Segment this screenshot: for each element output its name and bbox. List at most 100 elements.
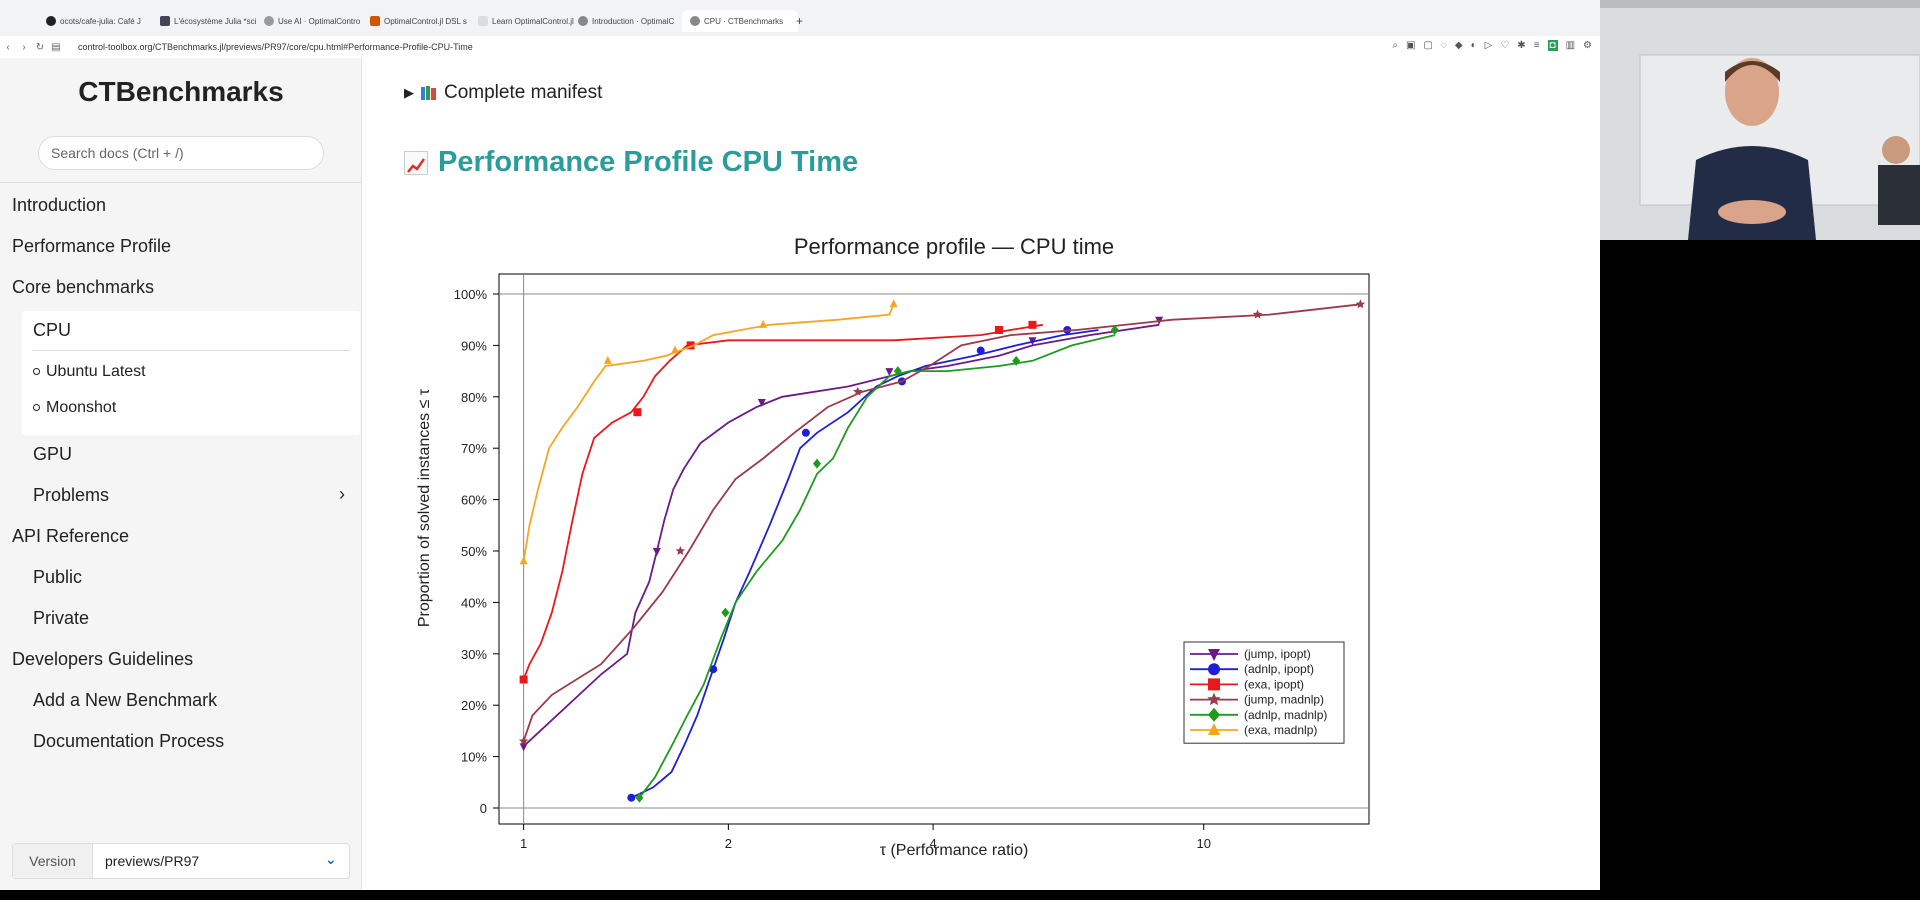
sidebar-item-ubuntu-latest[interactable]: Ubuntu Latest <box>33 363 146 381</box>
series-3 <box>518 299 1366 746</box>
data-point <box>519 743 528 752</box>
extension-icon[interactable]: ◆ <box>1454 40 1463 51</box>
new-tab-button[interactable]: + <box>796 10 810 32</box>
sidebar-item-add-benchmark[interactable]: Add a New Benchmark <box>33 690 218 710</box>
legend-box <box>1183 641 1345 744</box>
data-point <box>1028 320 1037 329</box>
divider <box>0 182 362 183</box>
site-title[interactable]: CTBenchmarks <box>78 76 284 107</box>
screen: ocots/cafe-julia: Café J L'écosystème Ju… <box>0 0 1600 890</box>
tab-label: Learn OptimalControl.jl <box>492 16 574 26</box>
legend-marker <box>1208 663 1220 676</box>
data-point <box>1012 355 1021 366</box>
data-point <box>1355 299 1366 309</box>
bookmark-icon[interactable]: ♡ <box>1500 40 1510 51</box>
sidebar-item-documentation-process[interactable]: Documentation Process <box>33 731 225 751</box>
reload-icon[interactable]: ↻ <box>35 41 45 53</box>
data-point <box>1110 324 1119 335</box>
version-selector[interactable]: Version previews/PR97 ⌄ <box>12 843 350 879</box>
sidebar-item-public[interactable]: Public <box>33 567 83 587</box>
sidebar-icon[interactable]: ▥ <box>1565 40 1576 51</box>
y-tick-label: 100% <box>454 287 488 302</box>
site-icon <box>690 16 700 26</box>
data-point <box>519 675 528 684</box>
data-point <box>671 345 680 354</box>
data-point <box>603 355 612 364</box>
data-point <box>519 556 528 565</box>
sidebar-item-gpu[interactable]: GPU <box>33 444 73 464</box>
sidebar-item-private[interactable]: Private <box>33 608 90 628</box>
extension-icon[interactable]: ✱ <box>1517 40 1526 51</box>
lock-icon[interactable]: ▤ <box>51 41 61 53</box>
extension-icon[interactable]: ◐ <box>1470 40 1477 51</box>
x-tick-label: 1 <box>520 836 527 851</box>
series-5 <box>519 299 898 565</box>
sidebar-item-api-reference[interactable]: API Reference <box>12 526 130 546</box>
data-point <box>518 736 529 746</box>
sidebar-item-developers-guidelines[interactable]: Developers Guidelines <box>12 649 194 669</box>
section-heading-text: Performance Profile CPU Time <box>438 146 859 178</box>
settings-icon[interactable]: ⚙ <box>1583 40 1592 51</box>
tab-label: L'écosystème Julia *sci <box>174 16 257 26</box>
data-point <box>757 398 766 407</box>
legend-label: (exa, madnlp) <box>1244 723 1317 737</box>
tab-cpu-active[interactable]: CPU · CTBenchmarks <box>682 10 798 32</box>
y-axis-label: Proportion of solved instances ≤ τ <box>416 388 433 627</box>
sidebar-item-performance-profile[interactable]: Performance Profile <box>12 236 172 256</box>
sidebar-item-cpu[interactable]: CPU <box>33 320 72 340</box>
manifest-toggle[interactable]: ▶ Complete manifest <box>404 82 602 104</box>
presenter-video <box>1600 0 1920 240</box>
browser-chrome: ocots/cafe-julia: Café J L'écosystème Ju… <box>0 0 1600 58</box>
zoom-icon[interactable]: ⌕ <box>1392 40 1399 51</box>
y-tick-label: 60% <box>461 493 487 508</box>
extension-icon[interactable]: ▢ <box>1423 40 1433 51</box>
version-value: previews/PR97 <box>105 853 200 869</box>
extension-icon[interactable]: ▣ <box>1406 40 1416 51</box>
sidebar-item-core-benchmarks[interactable]: Core benchmarks <box>12 277 155 297</box>
legend-label: (adnlp, madnlp) <box>1244 708 1327 722</box>
tab-cafe-julia[interactable]: ocots/cafe-julia: Café J <box>46 10 156 32</box>
tab-introduction[interactable]: Introduction · OptimalC <box>578 10 678 32</box>
tab-ecosysteme[interactable]: L'écosystème Julia *sci <box>160 10 260 32</box>
address-bar: ‹ › ↻ ▤ control-toolbox.org/CTBenchmarks… <box>0 36 1600 58</box>
divider <box>32 350 350 351</box>
menu-icon[interactable]: ≡ <box>1533 40 1540 51</box>
tab-label: CPU · CTBenchmarks <box>704 16 784 26</box>
x-tick-label: 4 <box>929 836 936 851</box>
docs-sidebar: CTBenchmarks Search docs (Ctrl + /) Intr… <box>0 58 362 890</box>
series-1 <box>627 325 1099 802</box>
y-tick-label: 80% <box>461 390 487 405</box>
sidebar-item-problems[interactable]: Problems <box>33 485 110 505</box>
search-input[interactable]: Search docs (Ctrl + /) <box>38 136 324 170</box>
tab-dsl[interactable]: OptimalControl.jl DSL s <box>370 10 470 32</box>
tab-use-ai[interactable]: Use AI · OptimalContro <box>264 10 364 32</box>
back-arrow-icon[interactable]: ‹ <box>6 41 10 53</box>
version-label: Version <box>13 844 93 878</box>
extension-toolbar: ⌕ ▣ ▢ ◌ ◆ ◐ ▷ ♡ ✱ ≡ ◘ ▥ ⚙ <box>1392 40 1592 51</box>
forward-arrow-icon[interactable]: › <box>22 41 26 53</box>
taskbar-strip <box>0 890 1600 900</box>
tab-label: Use AI · OptimalContro <box>278 16 361 26</box>
play-icon[interactable]: ▷ <box>1484 40 1493 51</box>
data-point <box>1252 309 1263 319</box>
active-nav-box <box>22 311 360 435</box>
extension-icon[interactable]: ◘ <box>1547 40 1558 51</box>
data-point <box>759 319 768 328</box>
sidebar-item-introduction[interactable]: Introduction <box>12 195 107 215</box>
data-point <box>709 665 718 674</box>
books-icon <box>420 85 438 101</box>
x-tick-label: 10 <box>1196 836 1210 851</box>
extension-icon[interactable]: ◌ <box>1440 40 1447 51</box>
y-tick-label: 0 <box>480 801 487 816</box>
tab-learn[interactable]: Learn OptimalControl.jl <box>478 10 578 32</box>
section-heading[interactable]: Performance Profile CPU Time <box>404 146 858 179</box>
sidebar-item-moonshot[interactable]: Moonshot <box>33 399 116 417</box>
y-tick-label: 20% <box>461 698 487 713</box>
y-tick-label: 30% <box>461 647 487 662</box>
chart-title: Performance profile — CPU time <box>794 234 1114 259</box>
x-tick-label: 2 <box>725 836 732 851</box>
chevron-right-icon[interactable]: › <box>339 484 345 504</box>
legend-marker <box>1207 692 1221 706</box>
data-point <box>853 386 863 396</box>
url-field[interactable]: control-toolbox.org/CTBenchmarks.jl/prev… <box>78 42 473 52</box>
